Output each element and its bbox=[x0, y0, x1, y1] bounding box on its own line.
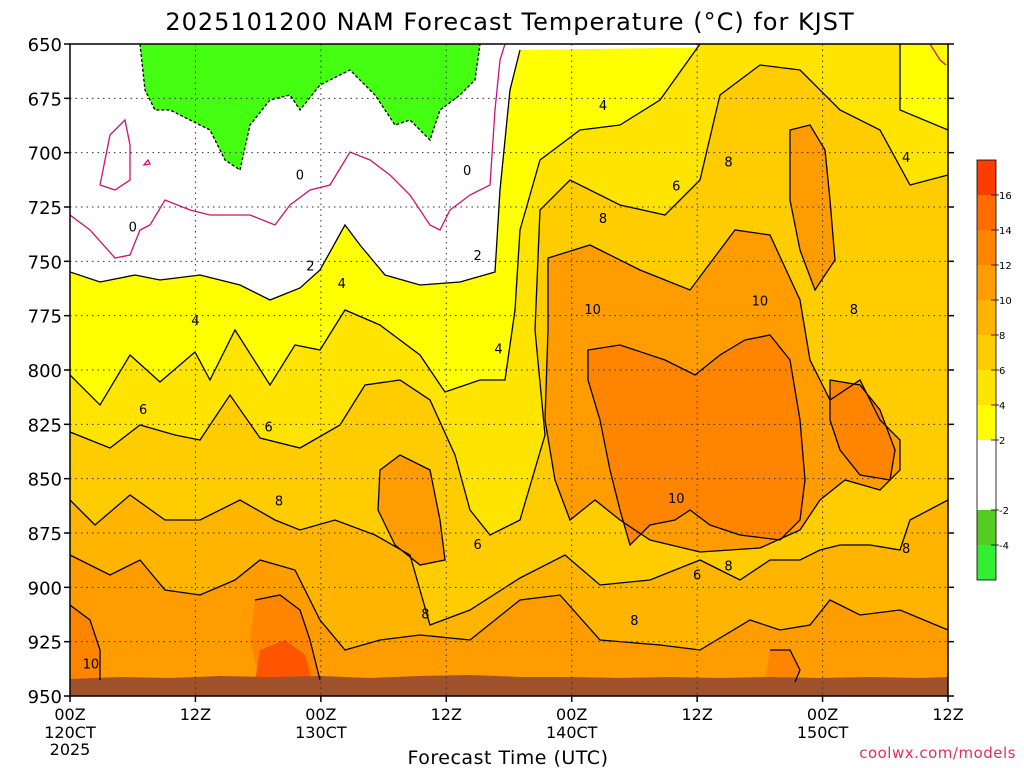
fill-band-14-plus bbox=[255, 640, 312, 682]
contour-label: 4 bbox=[599, 99, 607, 114]
colorbar-segment bbox=[977, 300, 996, 335]
colorbar-segment bbox=[977, 440, 996, 510]
colorbar: -4 -2 2 4 6 8 10 12 14 16 bbox=[976, 159, 1012, 581]
y-tick-label: 725 bbox=[28, 198, 62, 219]
colorbar-tick-label: 12 bbox=[999, 261, 1012, 272]
contour-label: 6 bbox=[474, 538, 482, 553]
contour-label: 8 bbox=[275, 494, 283, 509]
contour-label: 4 bbox=[902, 151, 910, 166]
y-tick-label: 900 bbox=[28, 578, 62, 599]
contour-line-12 bbox=[70, 594, 801, 683]
x-tick-label: 12Z bbox=[932, 705, 963, 724]
y-tick-label: 950 bbox=[28, 687, 62, 708]
contour-labels: 0 0 0 2 2 4 4 4 4 4 6 6 6 6 6 8 8 8 8 8 8 8 8 10 10 10 10 bbox=[83, 99, 911, 673]
fill-band-12-14 bbox=[70, 335, 895, 682]
x-tick-label: 00Z bbox=[807, 705, 838, 724]
contour-label: 8 bbox=[630, 614, 638, 629]
contour-label: 6 bbox=[264, 421, 272, 436]
colorbar-tick-label: -2 bbox=[999, 506, 1009, 517]
y-tick-label: 850 bbox=[28, 470, 62, 491]
fill-band-cold bbox=[140, 44, 480, 170]
x-tick-label: 12Z bbox=[681, 705, 712, 724]
x-tick-date-label: 120CT bbox=[44, 723, 96, 742]
y-tick-label: 700 bbox=[28, 144, 62, 165]
chart-title: 2025101200 NAM Forecast Temperature (°C)… bbox=[165, 8, 854, 36]
colorbar-tick-label: 16 bbox=[999, 191, 1012, 202]
colorbar-segment bbox=[977, 545, 996, 580]
colorbar-tick-label: 10 bbox=[999, 296, 1012, 307]
colorbar-segment bbox=[977, 335, 996, 370]
contour-label: 4 bbox=[494, 342, 502, 357]
x-axis-title: Forecast Time (UTC) bbox=[408, 747, 609, 768]
colorbar-segment bbox=[977, 160, 996, 195]
contour-label: 10 bbox=[668, 492, 685, 507]
contour-label: 8 bbox=[850, 303, 858, 318]
x-tick-date-label: 130CT bbox=[295, 723, 347, 742]
contour-line-2 bbox=[70, 49, 521, 301]
y-tick-label: 775 bbox=[28, 307, 62, 328]
contour-label: 4 bbox=[191, 314, 199, 329]
contour-label: 0 bbox=[463, 164, 471, 179]
colorbar-tick-label: 6 bbox=[999, 366, 1005, 377]
contour-label: 4 bbox=[338, 277, 346, 292]
contour-label: 8 bbox=[724, 560, 732, 575]
y-tick-label: 650 bbox=[28, 35, 62, 56]
contour-label: 10 bbox=[83, 657, 100, 672]
contour-lines bbox=[70, 44, 948, 683]
colorbar-segment bbox=[977, 195, 996, 230]
x-tick-date-label: 150CT bbox=[797, 723, 849, 742]
colorbar-tick-label: -4 bbox=[999, 541, 1009, 552]
contour-label: 8 bbox=[421, 607, 429, 622]
contour-zero-line bbox=[70, 44, 947, 259]
colorbar-segment bbox=[977, 230, 996, 265]
colorbar-tick-label: 2 bbox=[999, 436, 1005, 447]
x-tick-label: 12Z bbox=[431, 705, 462, 724]
colorbar-segment bbox=[977, 265, 996, 300]
colorbar-tick-label: 14 bbox=[999, 226, 1012, 237]
x-tick-label: 00Z bbox=[305, 705, 336, 724]
y-tick-label: 750 bbox=[28, 252, 62, 273]
contour-line-6 bbox=[70, 64, 948, 536]
contour-label: 8 bbox=[724, 155, 732, 170]
y-tick-label: 875 bbox=[28, 524, 62, 545]
x-tick-label: 12Z bbox=[180, 705, 211, 724]
contour-label: 8 bbox=[902, 542, 910, 557]
contour-label: 6 bbox=[139, 403, 147, 418]
terrain-ground bbox=[70, 675, 948, 696]
contour-line-8 bbox=[70, 124, 948, 626]
colorbar-tick-label: 8 bbox=[999, 331, 1005, 342]
contour-cold-outline bbox=[139, 44, 481, 172]
contour-line-4 bbox=[70, 44, 948, 407]
contour-label: 0 bbox=[129, 221, 137, 236]
contour-label: 6 bbox=[693, 568, 701, 583]
contour-label: 2 bbox=[306, 260, 314, 275]
contour-label: 2 bbox=[474, 249, 482, 264]
x-tick-label: 00Z bbox=[54, 705, 85, 724]
colorbar-segment bbox=[977, 370, 996, 405]
y-tick-label: 675 bbox=[28, 89, 62, 110]
y-tick-label: 925 bbox=[28, 633, 62, 654]
x-tick-year-label: 2025 bbox=[50, 740, 91, 759]
colorbar-segment bbox=[977, 510, 996, 545]
contour-label: 10 bbox=[752, 294, 769, 309]
x-tick-date-label: 140CT bbox=[546, 723, 598, 742]
contour-label: 10 bbox=[584, 303, 601, 318]
credit-text[interactable]: coolwx.com/models bbox=[859, 744, 1016, 762]
colorbar-tick-label: 4 bbox=[999, 401, 1005, 412]
contour-label: 6 bbox=[672, 179, 680, 194]
filled-temperature-field bbox=[70, 44, 948, 696]
contour-label: 8 bbox=[599, 212, 607, 227]
y-tick-label: 800 bbox=[28, 361, 62, 382]
x-tick-label: 00Z bbox=[556, 705, 587, 724]
contour-line-10 bbox=[70, 334, 948, 651]
colorbar-segment bbox=[977, 405, 996, 440]
y-tick-label: 825 bbox=[28, 415, 62, 436]
contour-label: 0 bbox=[296, 168, 304, 183]
